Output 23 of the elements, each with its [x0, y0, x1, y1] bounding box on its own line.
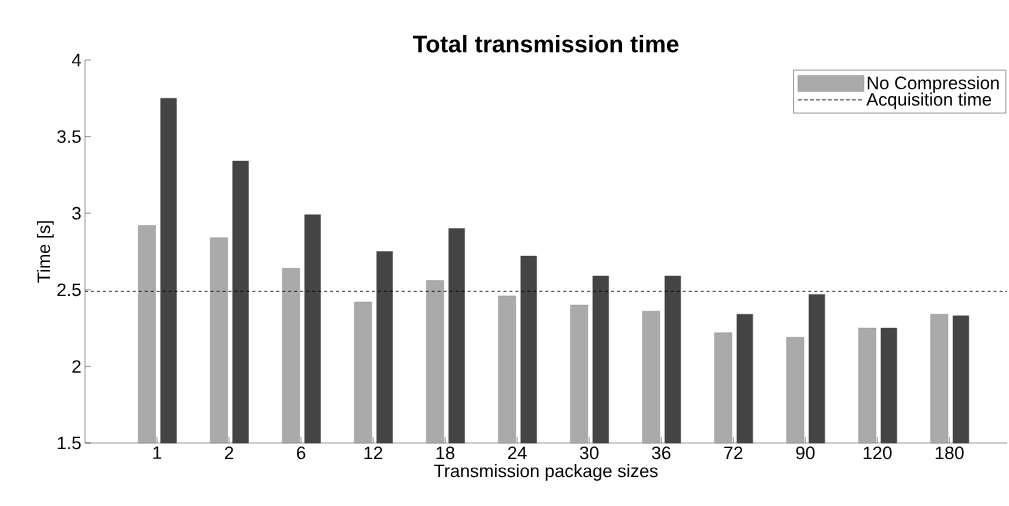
x-tick-label: 30	[579, 446, 599, 460]
x-tick-label: 18	[436, 446, 455, 460]
x-tick-label: 36	[651, 446, 671, 460]
y-tick-label: 4	[71, 53, 81, 67]
y-tick-label: 1.5	[57, 436, 81, 450]
x-tick-label: 1	[153, 446, 162, 459]
chart-title: Total transmission time	[412, 34, 679, 53]
x-tick-label: 72	[724, 446, 743, 460]
x-tick-label: 90	[796, 446, 815, 460]
x-tick-label: 6	[297, 446, 306, 460]
x-tick-label: 12	[364, 446, 383, 460]
legend-label: Acquisition time	[866, 92, 992, 110]
y-tick-label: 2.5	[57, 283, 81, 297]
x-tick-label: 24	[508, 446, 527, 460]
y-tick-label: 2	[72, 360, 81, 373]
legend-label: No Compression	[867, 76, 999, 93]
y-axis-title: Time [s]	[36, 221, 54, 283]
x-tick-label: 180	[935, 446, 964, 460]
x-tick-label: 2	[224, 446, 234, 460]
y-tick-label: 3	[72, 206, 81, 220]
x-tick-label: 120	[863, 446, 892, 460]
y-tick-label: 3.5	[57, 130, 81, 143]
x-axis-title: Transmission package sizes	[434, 464, 658, 481]
